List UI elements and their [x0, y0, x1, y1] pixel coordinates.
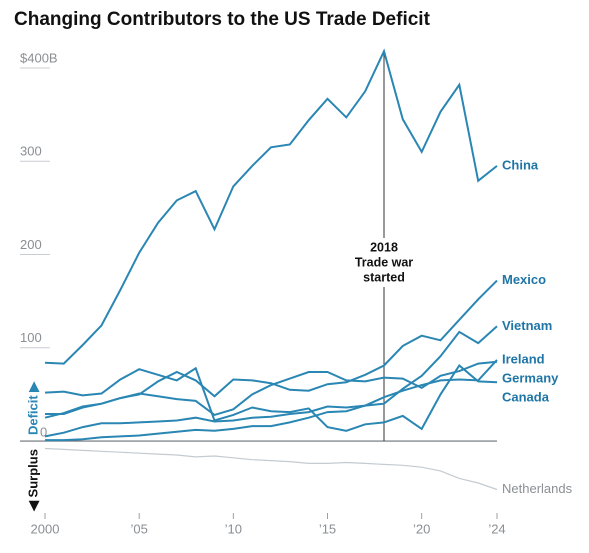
y-tick-label: $400B [20, 50, 58, 65]
series-line [44, 48, 498, 365]
x-tick-label: ’20 [413, 521, 430, 536]
annotation-text: Trade war [355, 255, 413, 269]
series-line [44, 364, 498, 432]
x-tick-label: ’10 [225, 521, 242, 536]
deficit-label: Deficit ▶ [25, 381, 40, 435]
series-label: Germany [502, 370, 559, 385]
y-tick-label: 0 [40, 424, 47, 439]
series-label: China [502, 157, 539, 172]
series-line [45, 360, 498, 417]
series-label: Netherlands [502, 481, 573, 496]
series-line [45, 325, 498, 442]
series-label: Mexico [502, 272, 546, 287]
x-tick-label: ’24 [488, 521, 505, 536]
annotation-bg [348, 238, 420, 287]
series-line [44, 447, 498, 491]
x-tick-label: ’15 [319, 521, 336, 536]
y-tick-label: 100 [20, 330, 42, 345]
y-tick-label: 200 [20, 237, 42, 252]
series-label: Ireland [502, 351, 545, 366]
surplus-label: ◀ Surplus [25, 449, 40, 512]
annotation-text: 2018 [370, 240, 398, 254]
y-tick-label: 300 [20, 144, 42, 159]
annotation-text: started [363, 270, 405, 284]
series-line [44, 279, 498, 419]
series-label: Canada [502, 389, 550, 404]
series-line [44, 359, 498, 438]
x-tick-label: ’05 [130, 521, 147, 536]
x-tick-label: 2000 [31, 521, 60, 536]
chart-title: Changing Contributors to the US Trade De… [14, 9, 431, 30]
series-label: Vietnam [502, 318, 552, 333]
